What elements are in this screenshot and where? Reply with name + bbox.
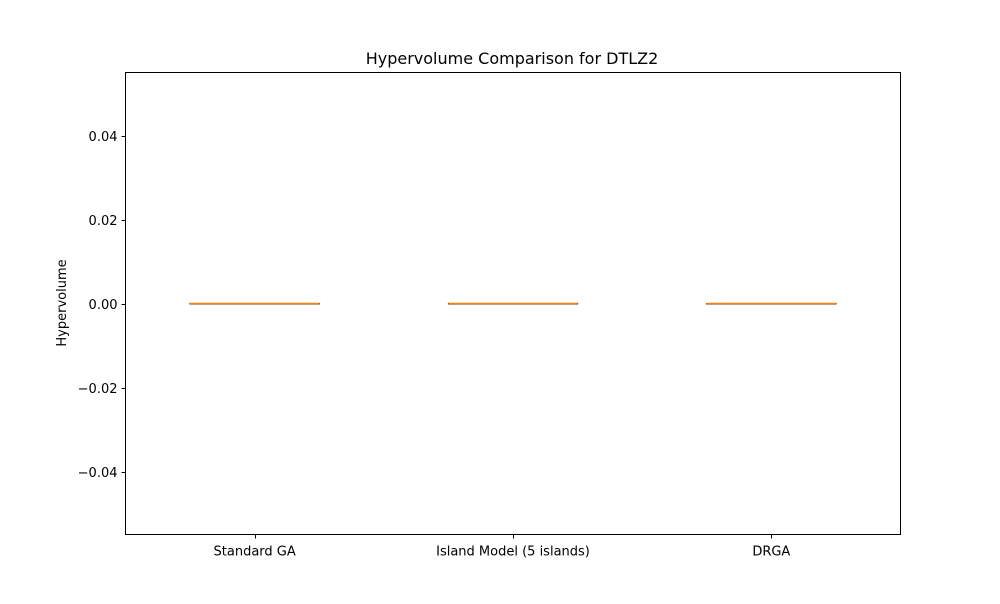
y-tick-label: −0.02	[78, 382, 118, 397]
y-tick-label: 0.04	[89, 130, 118, 145]
y-tick-label: 0.02	[89, 214, 118, 229]
y-axis-label: Hypervolume	[55, 259, 70, 346]
chart-marks: −0.04 −0.02 0.00 0.02 0.04 Standard GA Island …	[78, 130, 837, 560]
x-tick-label: DRGA	[752, 545, 790, 560]
x-tick-label: Island Model (5 islands)	[436, 545, 590, 560]
y-tick-label: −0.04	[78, 466, 118, 481]
x-tick-label: Standard GA	[214, 545, 296, 560]
plot-area-frame	[125, 72, 901, 535]
chart-title: Hypervolume Comparison for DTLZ2	[366, 49, 659, 68]
y-tick-label: 0.00	[89, 298, 118, 313]
